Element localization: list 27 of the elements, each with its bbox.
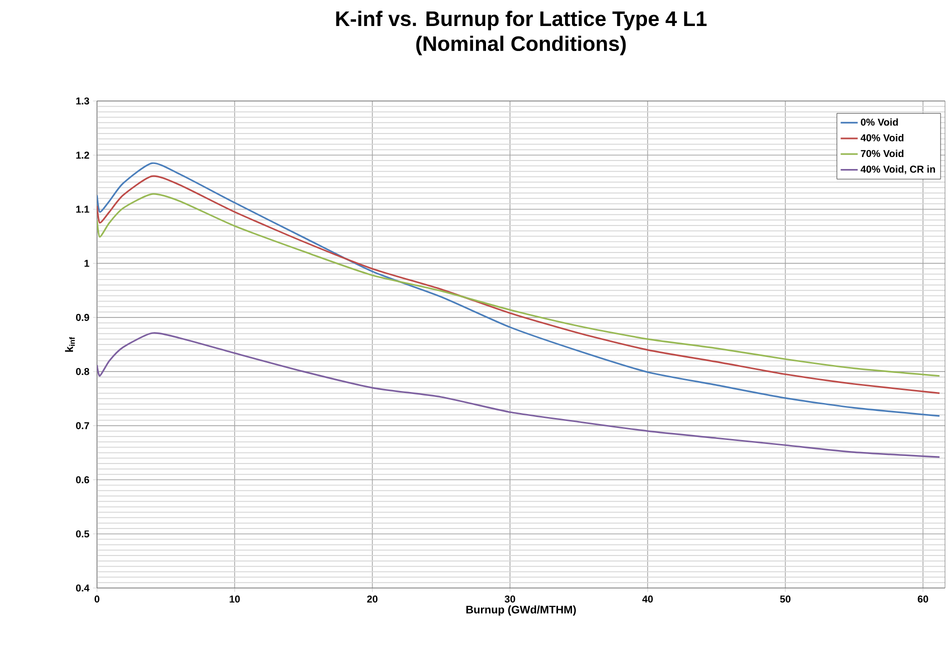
legend-label: 0% Void (860, 118, 898, 126)
y-tick-label: 0.5 (76, 530, 90, 538)
legend-label: 40% Void (860, 134, 904, 142)
line-series (97, 332, 940, 458)
line-series (97, 193, 940, 377)
chart-title: K-inf vs. Burnup for Lattice Type 4 L1 (336, 10, 707, 30)
x-tick-label: 0 (94, 596, 100, 603)
x-tick-label: 60 (918, 596, 928, 603)
y-tick-label: 1.3 (76, 97, 90, 105)
y-tick-label: 0.8 (76, 368, 90, 376)
y-tick-label: 0.7 (76, 422, 90, 430)
x-axis-title: Burnup (GWd/MTHM) (466, 605, 576, 616)
x-tick-label: 40 (642, 596, 653, 603)
y-axis-title: k$_{inf}$ (65, 337, 75, 352)
x-tick-label: 20 (367, 596, 378, 603)
y-tick-label: 1.1 (76, 206, 90, 213)
y-tick-label: 1.2 (76, 152, 90, 159)
legend-label: 70% Void (860, 150, 904, 158)
x-tick-label: 50 (780, 596, 790, 603)
y-tick-label: 0.6 (76, 476, 90, 484)
y-tick-label: 0.4 (76, 584, 90, 592)
x-tick-label: 30 (504, 596, 516, 603)
chart-subtitle: (Nominal Conditions) (416, 36, 626, 56)
y-tick-label: 0.9 (76, 314, 90, 321)
y-tick-label: 1 (84, 260, 90, 267)
x-tick-label: 10 (230, 596, 240, 603)
legend-label: 40% Void, CR in (860, 165, 935, 174)
